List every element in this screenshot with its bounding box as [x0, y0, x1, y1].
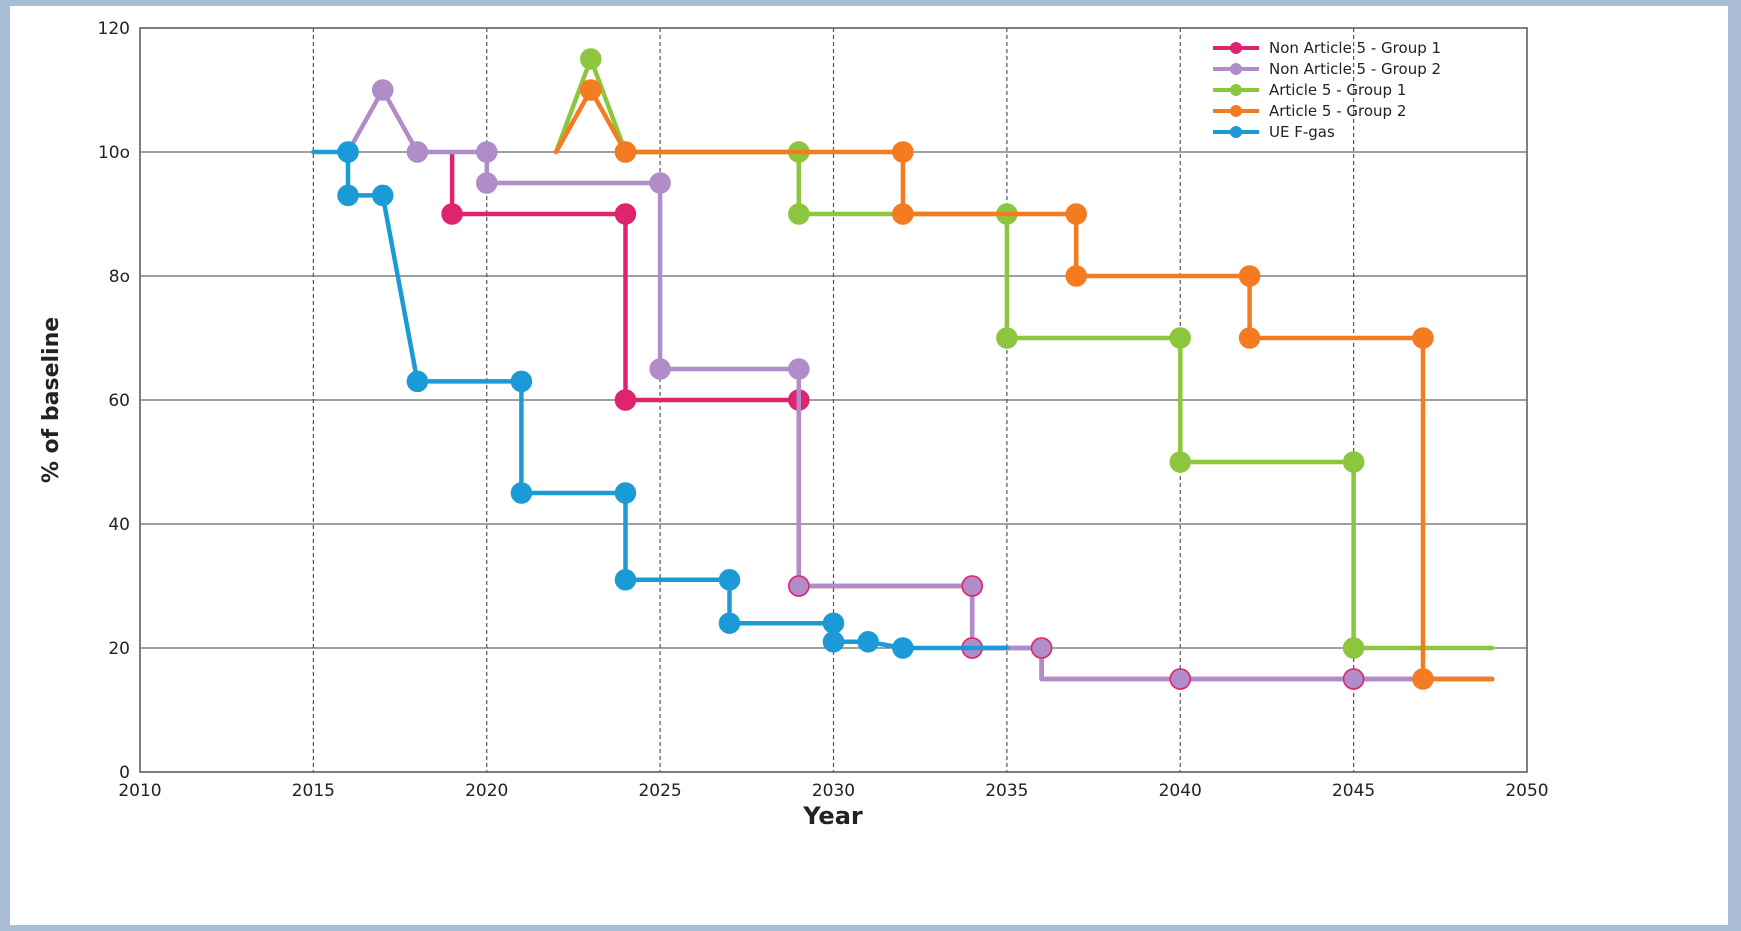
series-marker	[1342, 451, 1365, 473]
series-marker	[822, 612, 845, 634]
series-marker	[718, 612, 741, 634]
legend-swatch-marker	[1230, 84, 1242, 96]
series-marker	[406, 141, 429, 163]
series-group	[311, 141, 1010, 659]
y-tick-label: 120	[98, 19, 130, 39]
series-marker	[1342, 637, 1365, 659]
chart-frame: 0 20 40 60 8o 10o 120 2010 2015 2020 2025 2030 2035 2…	[10, 6, 1728, 925]
series-marker	[406, 370, 429, 393]
x-tick-label: 2015	[292, 781, 335, 801]
legend-label: Article 5 - Group 1	[1269, 81, 1406, 99]
series-marker	[371, 184, 394, 207]
series-marker	[337, 141, 359, 163]
legend-item: Non Article 5 - Group 1	[1213, 39, 1441, 57]
series-marker	[1065, 203, 1087, 225]
series-marker	[961, 575, 983, 597]
legend-swatch-marker	[1230, 42, 1242, 54]
series-marker	[510, 370, 533, 393]
y-tick-label: 40	[108, 515, 130, 535]
series-marker	[892, 637, 914, 659]
y-tick-label: 0	[119, 763, 130, 783]
series-group	[553, 79, 1495, 690]
series-marker	[1238, 327, 1261, 349]
series-marker	[337, 184, 359, 207]
series-marker	[1412, 668, 1434, 690]
x-axis-title: Year	[802, 802, 863, 830]
series-marker	[1238, 265, 1261, 287]
series-marker	[614, 389, 637, 411]
series-marker	[476, 172, 498, 194]
series-marker	[580, 48, 602, 70]
series-group	[345, 79, 1495, 690]
series-marker	[1169, 451, 1191, 473]
x-tick-label: 2010	[118, 781, 161, 801]
x-tick-label: 2030	[812, 781, 855, 801]
series-line	[553, 56, 1495, 651]
legend-item: Article 5 - Group 2	[1213, 102, 1406, 120]
series-marker	[476, 141, 498, 163]
legend-swatch-marker	[1230, 63, 1242, 75]
x-tick-label: 2020	[465, 781, 508, 801]
legend-label: Non Article 5 - Group 1	[1269, 39, 1441, 57]
series-marker	[1169, 327, 1191, 349]
series-marker	[614, 482, 637, 504]
series-marker	[614, 569, 637, 591]
series-marker	[857, 631, 879, 653]
y-tick-label: 8o	[109, 267, 130, 287]
legend-item: Non Article 5 - Group 2	[1213, 60, 1441, 78]
series-marker	[1065, 265, 1087, 287]
series-marker	[1030, 637, 1053, 659]
series-marker	[996, 327, 1018, 349]
y-axis-title: % of baseline	[39, 317, 64, 483]
legend-label: Article 5 - Group 2	[1269, 102, 1406, 120]
legend-item: Article 5 - Group 1	[1213, 81, 1406, 99]
series-marker	[441, 203, 463, 225]
series-marker	[1169, 668, 1191, 690]
series-marker	[614, 141, 637, 163]
legend-label: UE F-gas	[1269, 123, 1335, 141]
y-tick-label: 10o	[98, 143, 130, 163]
x-tick-label: 2025	[638, 781, 681, 801]
series-marker	[1342, 668, 1365, 690]
series-layer	[311, 48, 1495, 690]
series-marker	[580, 79, 602, 101]
legend-swatch-marker	[1230, 126, 1242, 138]
series-marker	[371, 79, 394, 101]
series-marker	[822, 631, 845, 653]
series-marker	[788, 575, 810, 597]
x-tick-label: 2050	[1505, 781, 1548, 801]
series-line	[345, 87, 1495, 682]
series-marker	[892, 203, 914, 225]
series-marker	[649, 358, 671, 380]
legend-swatch-marker	[1230, 105, 1242, 117]
x-tick-label: 2040	[1159, 781, 1202, 801]
series-line	[311, 149, 1010, 651]
series-marker	[788, 358, 810, 380]
y-tick-label: 20	[108, 639, 130, 659]
series-marker	[892, 141, 914, 163]
y-tick-label: 60	[108, 391, 130, 411]
series-marker	[788, 203, 810, 225]
series-marker	[510, 482, 533, 504]
series-line	[553, 87, 1495, 682]
series-marker	[718, 569, 741, 591]
legend: Non Article 5 - Group 1 Non Article 5 - G…	[1213, 39, 1441, 141]
legend-label: Non Article 5 - Group 2	[1269, 60, 1441, 78]
series-marker	[649, 172, 671, 194]
legend-item: UE F-gas	[1213, 123, 1335, 141]
x-tick-label: 2045	[1332, 781, 1375, 801]
x-tick-label: 2035	[985, 781, 1028, 801]
series-marker	[614, 203, 637, 225]
series-marker	[1412, 327, 1434, 349]
